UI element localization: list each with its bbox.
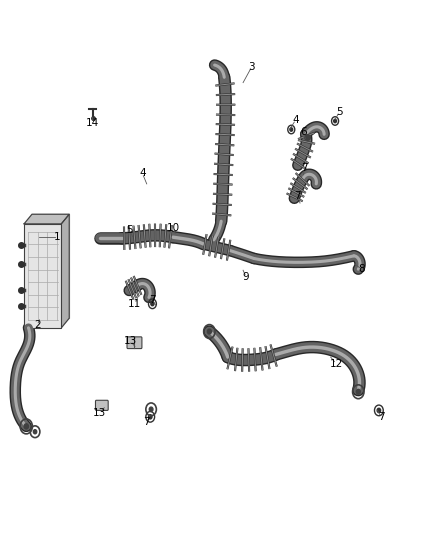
Text: 7: 7 xyxy=(149,295,156,304)
Circle shape xyxy=(151,302,154,306)
Bar xyxy=(32,214,69,318)
Circle shape xyxy=(33,430,37,434)
Polygon shape xyxy=(24,214,69,224)
Text: 11: 11 xyxy=(128,299,141,309)
Text: 10: 10 xyxy=(166,223,180,232)
Text: 6: 6 xyxy=(300,127,307,137)
Text: 12: 12 xyxy=(329,359,343,368)
Text: 2: 2 xyxy=(34,320,41,330)
Circle shape xyxy=(148,415,152,419)
Text: 3: 3 xyxy=(248,62,255,71)
Text: 8: 8 xyxy=(358,264,365,274)
Text: 13: 13 xyxy=(93,408,106,418)
Circle shape xyxy=(207,329,212,334)
Text: 5: 5 xyxy=(336,107,343,117)
Text: 13: 13 xyxy=(124,336,137,346)
Text: 7: 7 xyxy=(143,417,150,427)
Bar xyxy=(24,224,61,328)
FancyBboxPatch shape xyxy=(95,400,108,410)
Text: 1: 1 xyxy=(53,232,60,242)
Text: 4: 4 xyxy=(292,115,299,125)
Text: 9: 9 xyxy=(243,272,250,282)
Circle shape xyxy=(377,408,381,413)
Circle shape xyxy=(290,128,293,131)
FancyBboxPatch shape xyxy=(127,337,142,349)
Circle shape xyxy=(356,389,360,394)
Text: 5: 5 xyxy=(126,225,133,235)
Circle shape xyxy=(149,407,153,411)
Polygon shape xyxy=(61,214,69,328)
Text: 7: 7 xyxy=(294,191,301,201)
Text: 7: 7 xyxy=(301,163,308,173)
Text: 4: 4 xyxy=(139,168,146,178)
Text: 14: 14 xyxy=(85,118,99,127)
Text: 7: 7 xyxy=(378,412,385,422)
Circle shape xyxy=(334,119,336,123)
Circle shape xyxy=(24,424,28,429)
